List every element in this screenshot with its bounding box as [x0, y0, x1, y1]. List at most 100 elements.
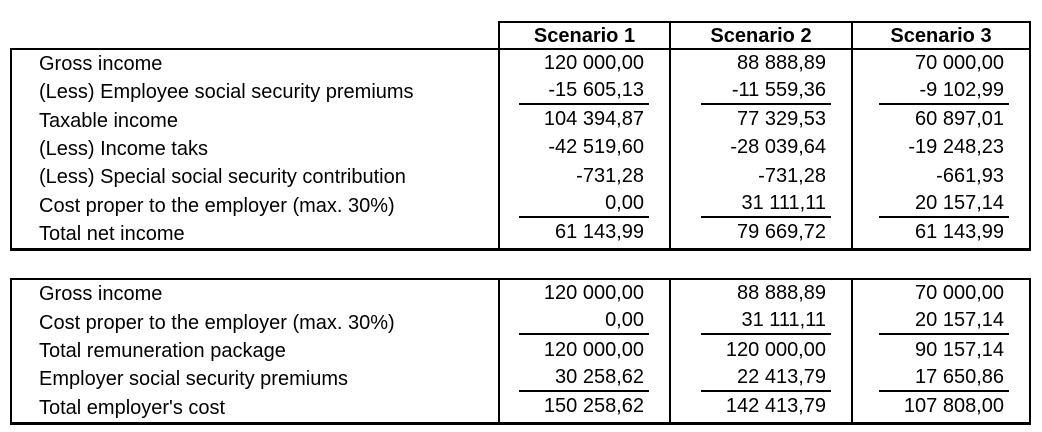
value-underlined: 17 650,86 [879, 367, 1009, 392]
value: 61 143,99 [915, 221, 1004, 244]
row-label: Taxable income [39, 109, 178, 132]
table-row: (Less) Employee social security premiums… [12, 78, 1029, 107]
value: 107 808,00 [903, 395, 1004, 418]
row-label: Gross income [39, 53, 163, 76]
value-cell: 120 000,00 [498, 50, 669, 79]
table-row: Total employer's cost 150 258,62 142 413,7… [12, 393, 1029, 423]
value-cell: 20 157,14 [851, 191, 1029, 220]
value: 120 000,00 [543, 281, 644, 304]
value-underlined: 20 157,14 [879, 193, 1009, 219]
value-cell: 150 258,62 [498, 393, 669, 423]
value-underlined: 20 157,14 [879, 310, 1009, 336]
value-underlined: 31 111,11 [701, 193, 831, 219]
value: 120 000,00 [543, 51, 644, 74]
employer-cost-table: Gross income 120 000,00 88 888,89 70 000,00… [10, 278, 1031, 425]
table-row: Total remuneration package 120 000,00 120 … [12, 336, 1029, 366]
row-label: Gross income [39, 283, 163, 306]
value: 77 329,53 [737, 108, 826, 131]
value-cell: 17 650,86 [851, 365, 1029, 394]
header-scenario-2: Scenario 2 [669, 23, 851, 48]
value-cell: 107 808,00 [851, 393, 1029, 423]
row-label: Employer social security premiums [39, 368, 348, 391]
value-cell: 120 000,00 [669, 336, 851, 366]
net-income-table: Gross income 120 000,00 88 888,89 70 000,00… [10, 48, 1031, 251]
row-label: Cost proper to the employer (max. 30%) [39, 311, 395, 334]
table-row: Cost proper to the employer (max. 30%) 0,… [12, 308, 1029, 337]
value-underlined: -15 605,13 [519, 80, 649, 105]
value-cell: -28 039,64 [669, 134, 851, 164]
value: 61 143,99 [555, 221, 644, 244]
value-cell: 31 111,11 [669, 191, 851, 220]
value-cell: 142 413,79 [669, 393, 851, 423]
value-cell: 0,00 [498, 191, 669, 220]
value: 70 000,00 [915, 51, 1004, 74]
row-label: Total net income [39, 222, 185, 245]
value-cell: 0,00 [498, 308, 669, 337]
value-cell: 30 258,62 [498, 365, 669, 394]
row-label: Total remuneration package [39, 340, 286, 363]
value-cell: 88 888,89 [669, 280, 851, 309]
value-underlined: 0,00 [519, 193, 649, 219]
value: 120 000,00 [543, 338, 644, 361]
value: -28 039,64 [730, 136, 826, 159]
header-scenario-1: Scenario 1 [533, 24, 636, 47]
value: -731,28 [576, 164, 644, 187]
value-underlined: 31 111,11 [701, 310, 831, 336]
table-row: Cost proper to the employer (max. 30%) 0,… [12, 191, 1029, 220]
value: 88 888,89 [737, 51, 826, 74]
value: 90 157,14 [915, 338, 1004, 361]
table-row: (Less) Special social security contribut… [12, 163, 1029, 192]
value-cell: -19 248,23 [851, 134, 1029, 164]
value-underlined: 0,00 [519, 310, 649, 336]
value: 142 413,79 [725, 395, 826, 418]
value-cell: 120 000,00 [498, 336, 669, 366]
value: 120 000,00 [725, 338, 826, 361]
value: -42 519,60 [548, 136, 644, 159]
table-row: (Less) Income taks -42 519,60 -28 039,64 -1… [12, 134, 1029, 164]
table-row: Gross income 120 000,00 88 888,89 70 000,00 [12, 50, 1029, 79]
value-cell: 20 157,14 [851, 308, 1029, 337]
value-cell: 60 897,01 [851, 106, 1029, 135]
value: -19 248,23 [908, 136, 1004, 159]
value-cell: -731,28 [498, 163, 669, 192]
value-cell: 120 000,00 [498, 280, 669, 309]
value-cell: 70 000,00 [851, 280, 1029, 309]
value-cell: 61 143,99 [851, 219, 1029, 248]
value: 150 258,62 [543, 395, 644, 418]
value-underlined: 30 258,62 [519, 367, 649, 392]
value-cell: 70 000,00 [851, 50, 1029, 79]
scenario-header-row: Scenario 1 Scenario 2 Scenario 3 [498, 21, 1031, 48]
value: -731,28 [758, 164, 826, 187]
table-row: Total net income 61 143,99 79 669,72 61 143… [12, 219, 1029, 248]
value-cell: 61 143,99 [498, 219, 669, 248]
value-cell: 31 111,11 [669, 308, 851, 337]
value: 79 669,72 [737, 221, 826, 244]
value-cell: 79 669,72 [669, 219, 851, 248]
value-cell: -9 102,99 [851, 78, 1029, 107]
value-underlined: -11 559,36 [701, 80, 831, 105]
value-cell: -661,93 [851, 163, 1029, 192]
value: 88 888,89 [737, 281, 826, 304]
value-cell: -42 519,60 [498, 134, 669, 164]
value-cell: -11 559,36 [669, 78, 851, 107]
table-row: Taxable income 104 394,87 77 329,53 60 897,… [12, 106, 1029, 135]
table-row: Employer social security premiums 30 258,… [12, 365, 1029, 394]
value-cell: -731,28 [669, 163, 851, 192]
value: 70 000,00 [915, 281, 1004, 304]
value-underlined: -9 102,99 [879, 80, 1009, 105]
row-label: Cost proper to the employer (max. 30%) [39, 194, 395, 217]
table-row: Gross income 120 000,00 88 888,89 70 000,00 [12, 280, 1029, 309]
value-cell: -15 605,13 [498, 78, 669, 107]
value-cell: 90 157,14 [851, 336, 1029, 366]
header-scenario-3: Scenario 3 [851, 23, 1029, 48]
row-label: Total employer's cost [39, 396, 226, 419]
value-cell: 22 413,79 [669, 365, 851, 394]
row-label: (Less) Income taks [39, 137, 208, 160]
value-cell: 88 888,89 [669, 50, 851, 79]
value: 104 394,87 [543, 108, 644, 131]
value: 60 897,01 [915, 108, 1004, 131]
value-cell: 104 394,87 [498, 106, 669, 135]
value-cell: 77 329,53 [669, 106, 851, 135]
value: -661,93 [936, 164, 1004, 187]
